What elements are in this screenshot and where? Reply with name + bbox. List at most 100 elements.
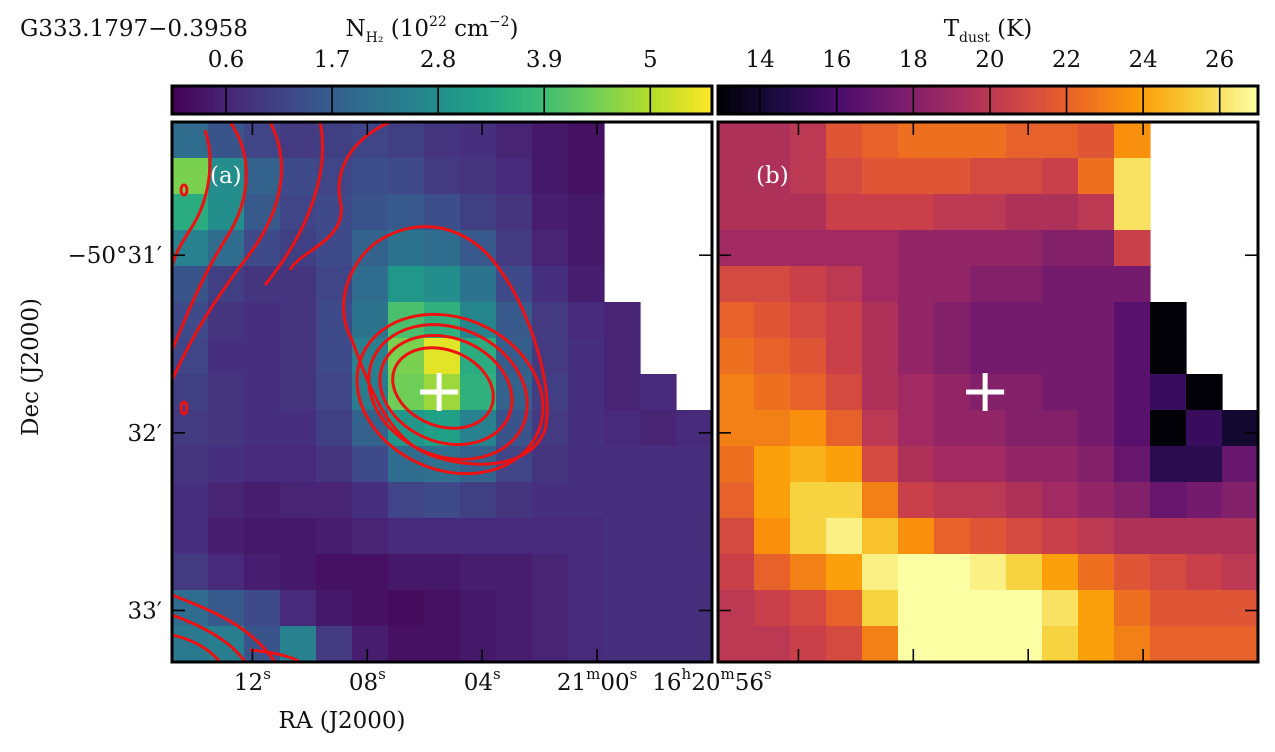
- heatmap-cell: [898, 158, 935, 195]
- heatmap-cell: [754, 590, 791, 627]
- heatmap-cell: [718, 302, 755, 339]
- colorbar-tick-label: 0.6: [208, 47, 245, 73]
- heatmap-cell: [208, 338, 245, 375]
- heatmap-cell: [1042, 554, 1079, 591]
- heatmap-cell: [718, 374, 755, 411]
- heatmap-cell: [172, 410, 209, 447]
- heatmap-cell: [568, 374, 605, 411]
- heatmap-cell: [424, 482, 461, 519]
- heatmap-cell: [496, 158, 533, 195]
- heatmap-cell: [496, 482, 533, 519]
- heatmap-cell: [1078, 158, 1115, 195]
- heatmap-cell: [568, 338, 605, 375]
- heatmap-cell: [352, 554, 389, 591]
- heatmap-cell: [1078, 518, 1115, 555]
- heatmap-cell: [244, 158, 281, 195]
- colorbar-label-part: (10: [383, 16, 429, 42]
- heatmap-cell: [316, 518, 353, 555]
- heatmap-cell: [718, 554, 755, 591]
- heatmap-cell: [532, 230, 569, 267]
- heatmap-cell: [424, 626, 461, 663]
- contour: [263, 122, 324, 286]
- heatmap-cell: [208, 518, 245, 555]
- heatmap-cell: [460, 194, 497, 231]
- heatmap-cell: [1114, 230, 1151, 267]
- heatmap-cell: [790, 518, 827, 555]
- colorbar-label-part: −2: [489, 14, 510, 30]
- heatmap-cell: [172, 518, 209, 555]
- heatmap-cell: [496, 230, 533, 267]
- colorbar-label-part: H₂: [366, 30, 384, 46]
- heatmap-cell: [1186, 590, 1223, 627]
- heatmap-cell: [754, 158, 791, 195]
- heatmap-cell: [970, 338, 1007, 375]
- heatmap-cell: [568, 122, 605, 159]
- heatmap-cell: [1222, 626, 1259, 663]
- heatmap-cell: [1006, 554, 1043, 591]
- heatmap-cell: [532, 518, 569, 555]
- heatmap-cell: [1078, 302, 1115, 339]
- heatmap-cell: [970, 266, 1007, 303]
- heatmap-cell: [1006, 446, 1043, 483]
- heatmap-cell: [1150, 338, 1187, 375]
- heatmap-cell: [1114, 590, 1151, 627]
- heatmap-cell: [316, 482, 353, 519]
- heatmap-cell: [244, 410, 281, 447]
- heatmap-cell: [898, 518, 935, 555]
- heatmap-cell: [496, 554, 533, 591]
- heatmap-cell: [898, 590, 935, 627]
- heatmap-cell: [172, 158, 209, 195]
- heatmap-cell: [1114, 482, 1151, 519]
- heatmap-cell: [718, 626, 755, 663]
- heatmap-cell: [208, 410, 245, 447]
- heatmap-cell: [496, 194, 533, 231]
- heatmap-cell: [208, 590, 245, 627]
- heatmap-cell: [1114, 122, 1151, 159]
- heatmap-cell: [568, 158, 605, 195]
- heatmap-cell: [388, 518, 425, 555]
- heatmap-cell: [934, 194, 971, 231]
- contour: [355, 312, 545, 476]
- heatmap-cell: [1006, 302, 1043, 339]
- heatmap-cell: [316, 590, 353, 627]
- heatmap-cell: [1006, 122, 1043, 159]
- x-tick-label: 21m00s: [557, 665, 638, 696]
- heatmap-cell: [352, 626, 389, 663]
- heatmap-cell: [424, 230, 461, 267]
- contours: [172, 122, 549, 662]
- heatmap-cell: [718, 590, 755, 627]
- heatmap-cell: [280, 158, 317, 195]
- contour: [172, 613, 247, 662]
- heatmap-cell: [790, 446, 827, 483]
- heatmap-cell: [1006, 194, 1043, 231]
- heatmap-cell: [208, 302, 245, 339]
- heatmap-cell: [316, 554, 353, 591]
- heatmap-cell: [790, 410, 827, 447]
- heatmap-cell: [934, 266, 971, 303]
- heatmap-cell: [862, 302, 899, 339]
- heatmap-cell: [718, 518, 755, 555]
- heatmap-cell: [280, 122, 317, 159]
- heatmap-cell: [898, 554, 935, 591]
- contour: [179, 183, 189, 197]
- contour: [378, 333, 514, 447]
- heatmap-cell: [388, 266, 425, 303]
- heatmap-cell: [1186, 482, 1223, 519]
- heatmap-cell: [1006, 266, 1043, 303]
- colorbar-tick-label: 2.8: [420, 47, 457, 73]
- heatmap-cell: [208, 446, 245, 483]
- heatmap-cell: [604, 482, 641, 519]
- x-tick-label: 12s: [234, 665, 271, 696]
- heatmap-cell: [280, 518, 317, 555]
- heatmap-cell: [640, 554, 677, 591]
- colorbar-label-part: dust: [959, 30, 990, 46]
- heatmap-cell: [388, 230, 425, 267]
- heatmap-cell: [826, 446, 863, 483]
- heatmap-cell: [244, 518, 281, 555]
- heatmap-cell: [316, 626, 353, 663]
- heatmap-cell: [1078, 482, 1115, 519]
- heatmap-cell: [1186, 554, 1223, 591]
- heatmap-cell: [640, 446, 677, 483]
- heatmap-cell: [352, 410, 389, 447]
- heatmap-cell: [568, 518, 605, 555]
